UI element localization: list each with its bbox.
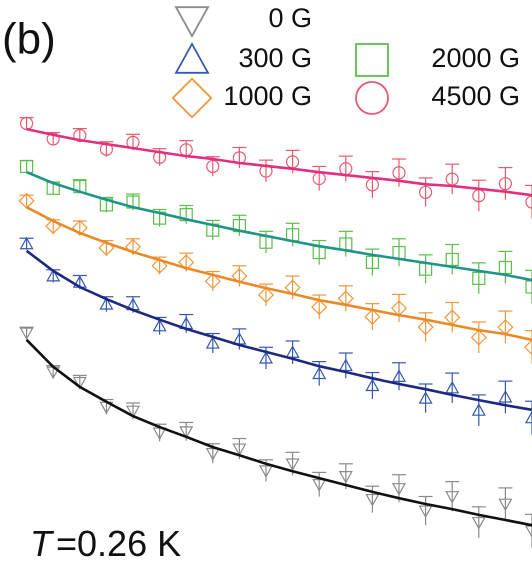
data-point <box>152 318 167 332</box>
data-point <box>99 296 114 310</box>
data-point <box>258 350 274 364</box>
data-point <box>525 280 532 294</box>
fit-line <box>25 249 532 412</box>
legend-label: 2000 G <box>431 43 520 73</box>
data-point <box>418 391 433 404</box>
legend-marker <box>171 77 213 119</box>
data-point <box>524 410 532 424</box>
data-point <box>19 236 34 250</box>
fit-line <box>26 170 532 282</box>
annotation-symbol: T <box>30 523 55 564</box>
data-point <box>524 525 532 539</box>
data-point <box>498 260 512 275</box>
data-point <box>285 458 300 472</box>
data-point <box>125 405 141 419</box>
data-point <box>179 208 193 222</box>
data-point <box>418 505 433 519</box>
data-point <box>445 491 460 504</box>
data-point <box>392 166 406 180</box>
annotation: T =0.26 K <box>30 523 181 564</box>
legend-marker <box>174 42 210 74</box>
annotation-text: =0.26 K <box>56 523 181 564</box>
data-point <box>498 389 513 403</box>
data-point <box>470 329 487 346</box>
data-point <box>72 376 87 390</box>
data-point <box>73 128 87 143</box>
data-point <box>124 238 142 255</box>
data-point <box>365 255 379 269</box>
data-point <box>445 252 459 267</box>
data-point <box>232 443 247 457</box>
legend-label: 0 G <box>268 3 312 33</box>
data-point <box>419 185 433 199</box>
legend-marker <box>355 43 389 77</box>
data-point <box>19 327 34 341</box>
data-point <box>338 471 353 484</box>
data-point <box>178 254 195 271</box>
legend-label: 300 G <box>238 43 312 73</box>
data-point <box>498 177 512 191</box>
data-point <box>365 493 380 507</box>
data-point <box>365 378 380 392</box>
legend-label: 1000 G <box>223 81 312 111</box>
fit-line <box>26 127 532 197</box>
data-point <box>151 257 168 274</box>
data-point <box>179 426 194 439</box>
data-point <box>523 339 532 356</box>
legend-marker <box>355 81 389 115</box>
data-point <box>364 308 381 325</box>
data-point <box>312 366 327 380</box>
data-point <box>46 268 61 282</box>
data-point <box>338 358 353 372</box>
legend-marker <box>174 6 210 38</box>
data-point <box>472 271 486 285</box>
fit-line <box>25 338 532 527</box>
panel-label: (b) <box>2 15 56 64</box>
data-point <box>471 516 486 530</box>
data-point <box>206 159 220 174</box>
fit-line <box>26 206 532 342</box>
data-point <box>46 132 60 146</box>
data-point <box>204 273 221 290</box>
data-point <box>525 195 532 209</box>
data-point <box>205 448 220 461</box>
data-point <box>257 286 275 304</box>
data-point <box>445 380 460 394</box>
data-point <box>498 498 513 512</box>
data-point <box>258 465 274 478</box>
data-point <box>285 345 300 358</box>
data-point <box>71 219 88 236</box>
data-point <box>417 319 434 336</box>
data-point <box>231 268 248 285</box>
data-point <box>471 403 486 416</box>
data-point <box>205 336 220 349</box>
data-point <box>311 299 328 316</box>
data-point <box>391 369 407 382</box>
legend-label: 4500 G <box>431 81 520 111</box>
data-point <box>391 483 407 496</box>
data-point <box>312 479 327 492</box>
